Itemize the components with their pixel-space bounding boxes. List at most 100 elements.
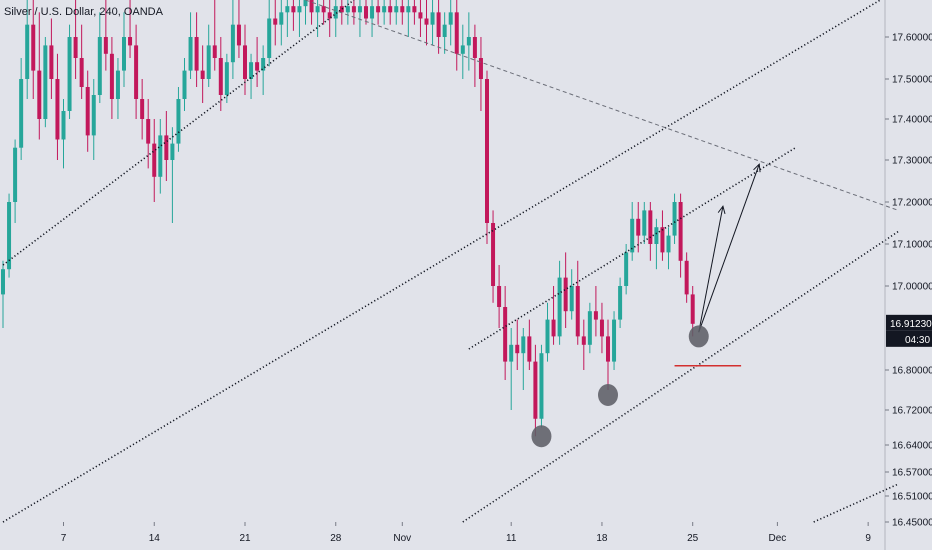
candle: [49, 18, 54, 99]
candle-body: [67, 37, 72, 111]
candle-body: [557, 277, 562, 337]
candle-body: [388, 6, 393, 13]
candle-body: [176, 99, 181, 144]
arrow-shaft: [698, 164, 760, 333]
price-tick-label: 16.64000: [892, 441, 932, 452]
candle: [303, 0, 308, 25]
candle-body: [412, 6, 417, 13]
candle-body: [370, 6, 375, 19]
candle: [485, 70, 489, 244]
candle: [146, 99, 151, 169]
price-tick-label: 17.60000: [892, 33, 932, 44]
candle: [400, 0, 405, 25]
candle: [109, 37, 114, 119]
candle: [212, 0, 217, 71]
candle: [521, 328, 526, 390]
price-tick-label: 16.45000: [892, 518, 932, 529]
candle-body: [666, 235, 671, 253]
candle-body: [297, 6, 302, 13]
price-tick-label: 17.40000: [892, 115, 932, 126]
candle-body: [146, 119, 151, 144]
candle-body: [491, 223, 496, 286]
candle-body: [37, 70, 42, 119]
candle: [261, 45, 266, 95]
touch-point-3[interactable]: [688, 325, 709, 348]
candle: [642, 202, 647, 244]
candle-body: [606, 336, 610, 362]
channel-lower-right[interactable]: [462, 230, 899, 523]
candle-body: [551, 319, 556, 337]
last-price-tag: 16.91230 04:30: [886, 314, 932, 347]
candle-body: [206, 45, 211, 79]
time-axis[interactable]: 7 14 21 28 Nov 11 18 25 Dec 9: [61, 522, 872, 544]
candle-body: [285, 6, 290, 13]
candle-body: [115, 70, 120, 99]
candle-body: [7, 202, 12, 270]
candle: [103, 0, 108, 71]
candle: [406, 0, 411, 37]
touch-point-1[interactable]: [531, 425, 552, 448]
candle-body: [521, 336, 526, 354]
arrow-head: [717, 205, 726, 215]
candle-body: [460, 45, 465, 54]
lower-right-extension[interactable]: [813, 483, 899, 523]
candle-body: [654, 227, 659, 244]
countdown-tag-text: 04:30: [905, 335, 930, 346]
channel-upper-right[interactable]: [468, 147, 796, 350]
price-tick-label: 17.30000: [892, 156, 932, 167]
candle-body: [85, 87, 90, 136]
candle-body: [255, 62, 260, 71]
candle: [333, 0, 338, 37]
candle-body: [351, 6, 356, 13]
time-tick-label: Nov: [393, 533, 411, 544]
channel-upper-left[interactable]: [2, 0, 355, 266]
long-rising-trendline[interactable]: [2, 0, 881, 523]
candle-body: [61, 111, 66, 140]
candle: [200, 45, 205, 103]
candle-body: [648, 210, 653, 244]
candle-body: [31, 24, 36, 71]
candle: [291, 0, 296, 31]
arrow-head: [753, 163, 761, 173]
candle: [25, 0, 30, 99]
candle-body: [569, 286, 574, 312]
candle: [412, 0, 417, 25]
candle: [382, 0, 387, 25]
candle-body: [273, 18, 278, 25]
candle: [170, 127, 175, 223]
candle-body: [503, 307, 508, 362]
candle: [497, 265, 502, 328]
candle-body: [690, 294, 695, 324]
candle: [509, 328, 514, 410]
candle-body: [200, 70, 205, 79]
candle: [152, 119, 157, 202]
candle: [279, 0, 284, 46]
candle: [357, 0, 362, 37]
candle-body: [364, 6, 368, 19]
time-tick-label: 21: [239, 533, 251, 544]
candle-body: [672, 202, 677, 236]
candle: [630, 202, 635, 261]
candle: [243, 24, 247, 95]
candle-body: [678, 202, 683, 261]
time-tick-label: Dec: [769, 533, 787, 544]
candle: [230, 0, 235, 79]
touch-point-2[interactable]: [598, 384, 618, 406]
candle: [533, 344, 538, 437]
candle: [321, 0, 326, 25]
candle: [43, 37, 48, 128]
candle: [351, 0, 356, 25]
candle-body: [587, 311, 592, 345]
price-axis[interactable]: 17.60000 17.50000 17.40000 17.30000 17.20000…: [885, 33, 932, 529]
candle-body: [624, 252, 629, 286]
arrow-short[interactable]: [698, 205, 726, 333]
arrow-long[interactable]: [698, 163, 761, 333]
time-tick-label: 28: [330, 533, 342, 544]
candle-body: [485, 79, 489, 223]
candle-body: [315, 6, 320, 13]
candle-body: [140, 99, 145, 119]
candle: [515, 319, 520, 370]
candle: [134, 24, 139, 119]
